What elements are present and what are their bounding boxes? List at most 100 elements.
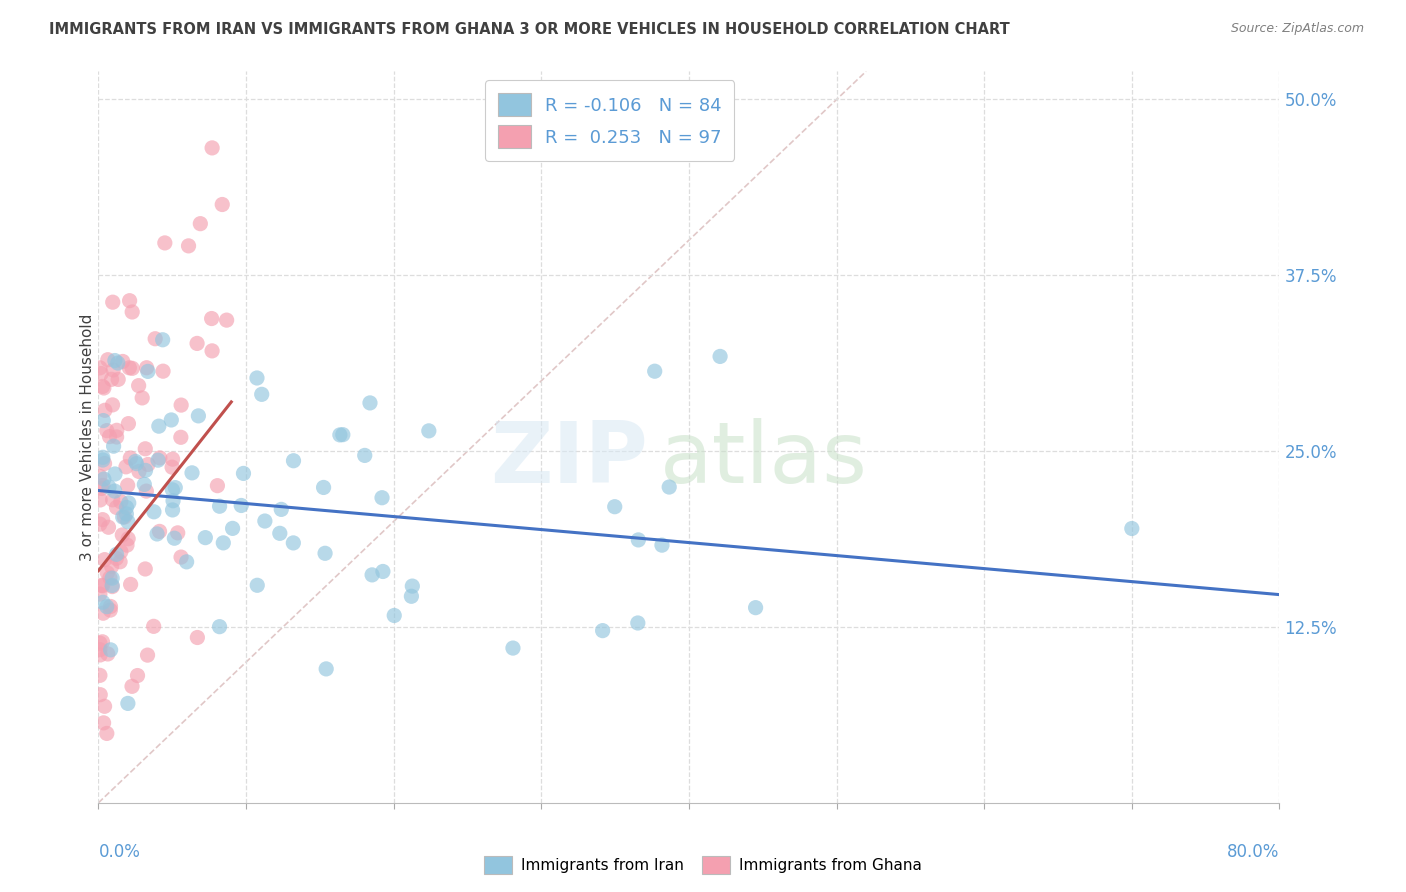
- Point: [104, 353, 127, 368]
- Point: [134, 562, 156, 576]
- Point: [89, 587, 111, 601]
- Point: [89, 469, 111, 483]
- Point: [100, 643, 122, 657]
- Point: [96, 599, 118, 614]
- Point: [188, 217, 211, 231]
- Point: [94, 403, 117, 417]
- Point: [187, 409, 209, 423]
- Point: [101, 295, 124, 310]
- Point: [111, 528, 134, 542]
- Point: [91, 414, 114, 428]
- Point: [153, 235, 176, 250]
- Point: [211, 197, 233, 211]
- Point: [89, 642, 111, 657]
- Point: [91, 478, 114, 492]
- Point: [170, 430, 193, 444]
- Point: [170, 550, 193, 565]
- Point: [104, 484, 127, 499]
- Point: [97, 352, 120, 367]
- Point: [118, 496, 141, 510]
- Point: [93, 457, 115, 471]
- Point: [163, 531, 186, 545]
- Point: [98, 429, 121, 443]
- Point: [115, 538, 138, 552]
- Point: [91, 634, 114, 648]
- Point: [270, 502, 292, 516]
- Text: 0.0%: 0.0%: [98, 843, 141, 861]
- Point: [603, 500, 626, 514]
- Point: [165, 481, 187, 495]
- Point: [98, 571, 121, 585]
- Point: [250, 387, 273, 401]
- Point: [117, 515, 139, 529]
- Point: [117, 478, 139, 492]
- Point: [117, 697, 139, 711]
- Point: [107, 372, 129, 386]
- Point: [101, 571, 124, 585]
- Point: [107, 356, 129, 370]
- Point: [283, 536, 305, 550]
- Point: [142, 619, 165, 633]
- Point: [135, 360, 157, 375]
- Point: [359, 396, 381, 410]
- Point: [186, 336, 208, 351]
- Point: [181, 466, 204, 480]
- Point: [101, 580, 124, 594]
- Point: [651, 538, 673, 552]
- Legend: R = -0.106   N = 84, R =  0.253   N = 97: R = -0.106 N = 84, R = 0.253 N = 97: [485, 80, 734, 161]
- Point: [283, 454, 305, 468]
- Point: [201, 141, 224, 155]
- Point: [91, 606, 114, 620]
- Point: [162, 483, 184, 497]
- Point: [382, 608, 405, 623]
- Point: [134, 442, 156, 456]
- Point: [207, 478, 229, 492]
- Point: [108, 555, 131, 569]
- Point: [329, 428, 352, 442]
- Point: [170, 398, 193, 412]
- Point: [96, 424, 118, 438]
- Point: [208, 620, 231, 634]
- Point: [152, 333, 174, 347]
- Point: [134, 477, 156, 491]
- Point: [121, 361, 143, 376]
- Point: [115, 459, 138, 474]
- Point: [148, 524, 170, 539]
- Point: [121, 305, 143, 319]
- Point: [131, 391, 153, 405]
- Point: [371, 491, 394, 505]
- Point: [502, 641, 524, 656]
- Point: [89, 360, 111, 375]
- Point: [128, 378, 150, 392]
- Point: [89, 648, 111, 662]
- Point: [162, 452, 184, 467]
- Point: [101, 398, 124, 412]
- Point: [93, 715, 115, 730]
- Point: [111, 510, 134, 524]
- Point: [114, 510, 136, 524]
- Point: [115, 500, 138, 515]
- Point: [105, 551, 128, 566]
- Point: [201, 343, 224, 358]
- Point: [152, 364, 174, 378]
- Point: [177, 239, 200, 253]
- Point: [91, 450, 114, 465]
- Point: [744, 600, 766, 615]
- Point: [91, 453, 114, 467]
- Point: [105, 423, 128, 437]
- Point: [146, 527, 169, 541]
- Point: [117, 417, 139, 431]
- Point: [93, 472, 115, 486]
- Point: [627, 615, 650, 630]
- Point: [315, 662, 337, 676]
- Point: [124, 454, 146, 468]
- Point: [97, 647, 120, 661]
- Point: [128, 465, 150, 479]
- Point: [149, 450, 172, 465]
- Point: [100, 372, 122, 386]
- Legend: Immigrants from Iran, Immigrants from Ghana: Immigrants from Iran, Immigrants from Gh…: [478, 850, 928, 880]
- Point: [89, 668, 111, 682]
- Point: [127, 668, 149, 682]
- Point: [146, 453, 169, 467]
- Point: [246, 371, 269, 385]
